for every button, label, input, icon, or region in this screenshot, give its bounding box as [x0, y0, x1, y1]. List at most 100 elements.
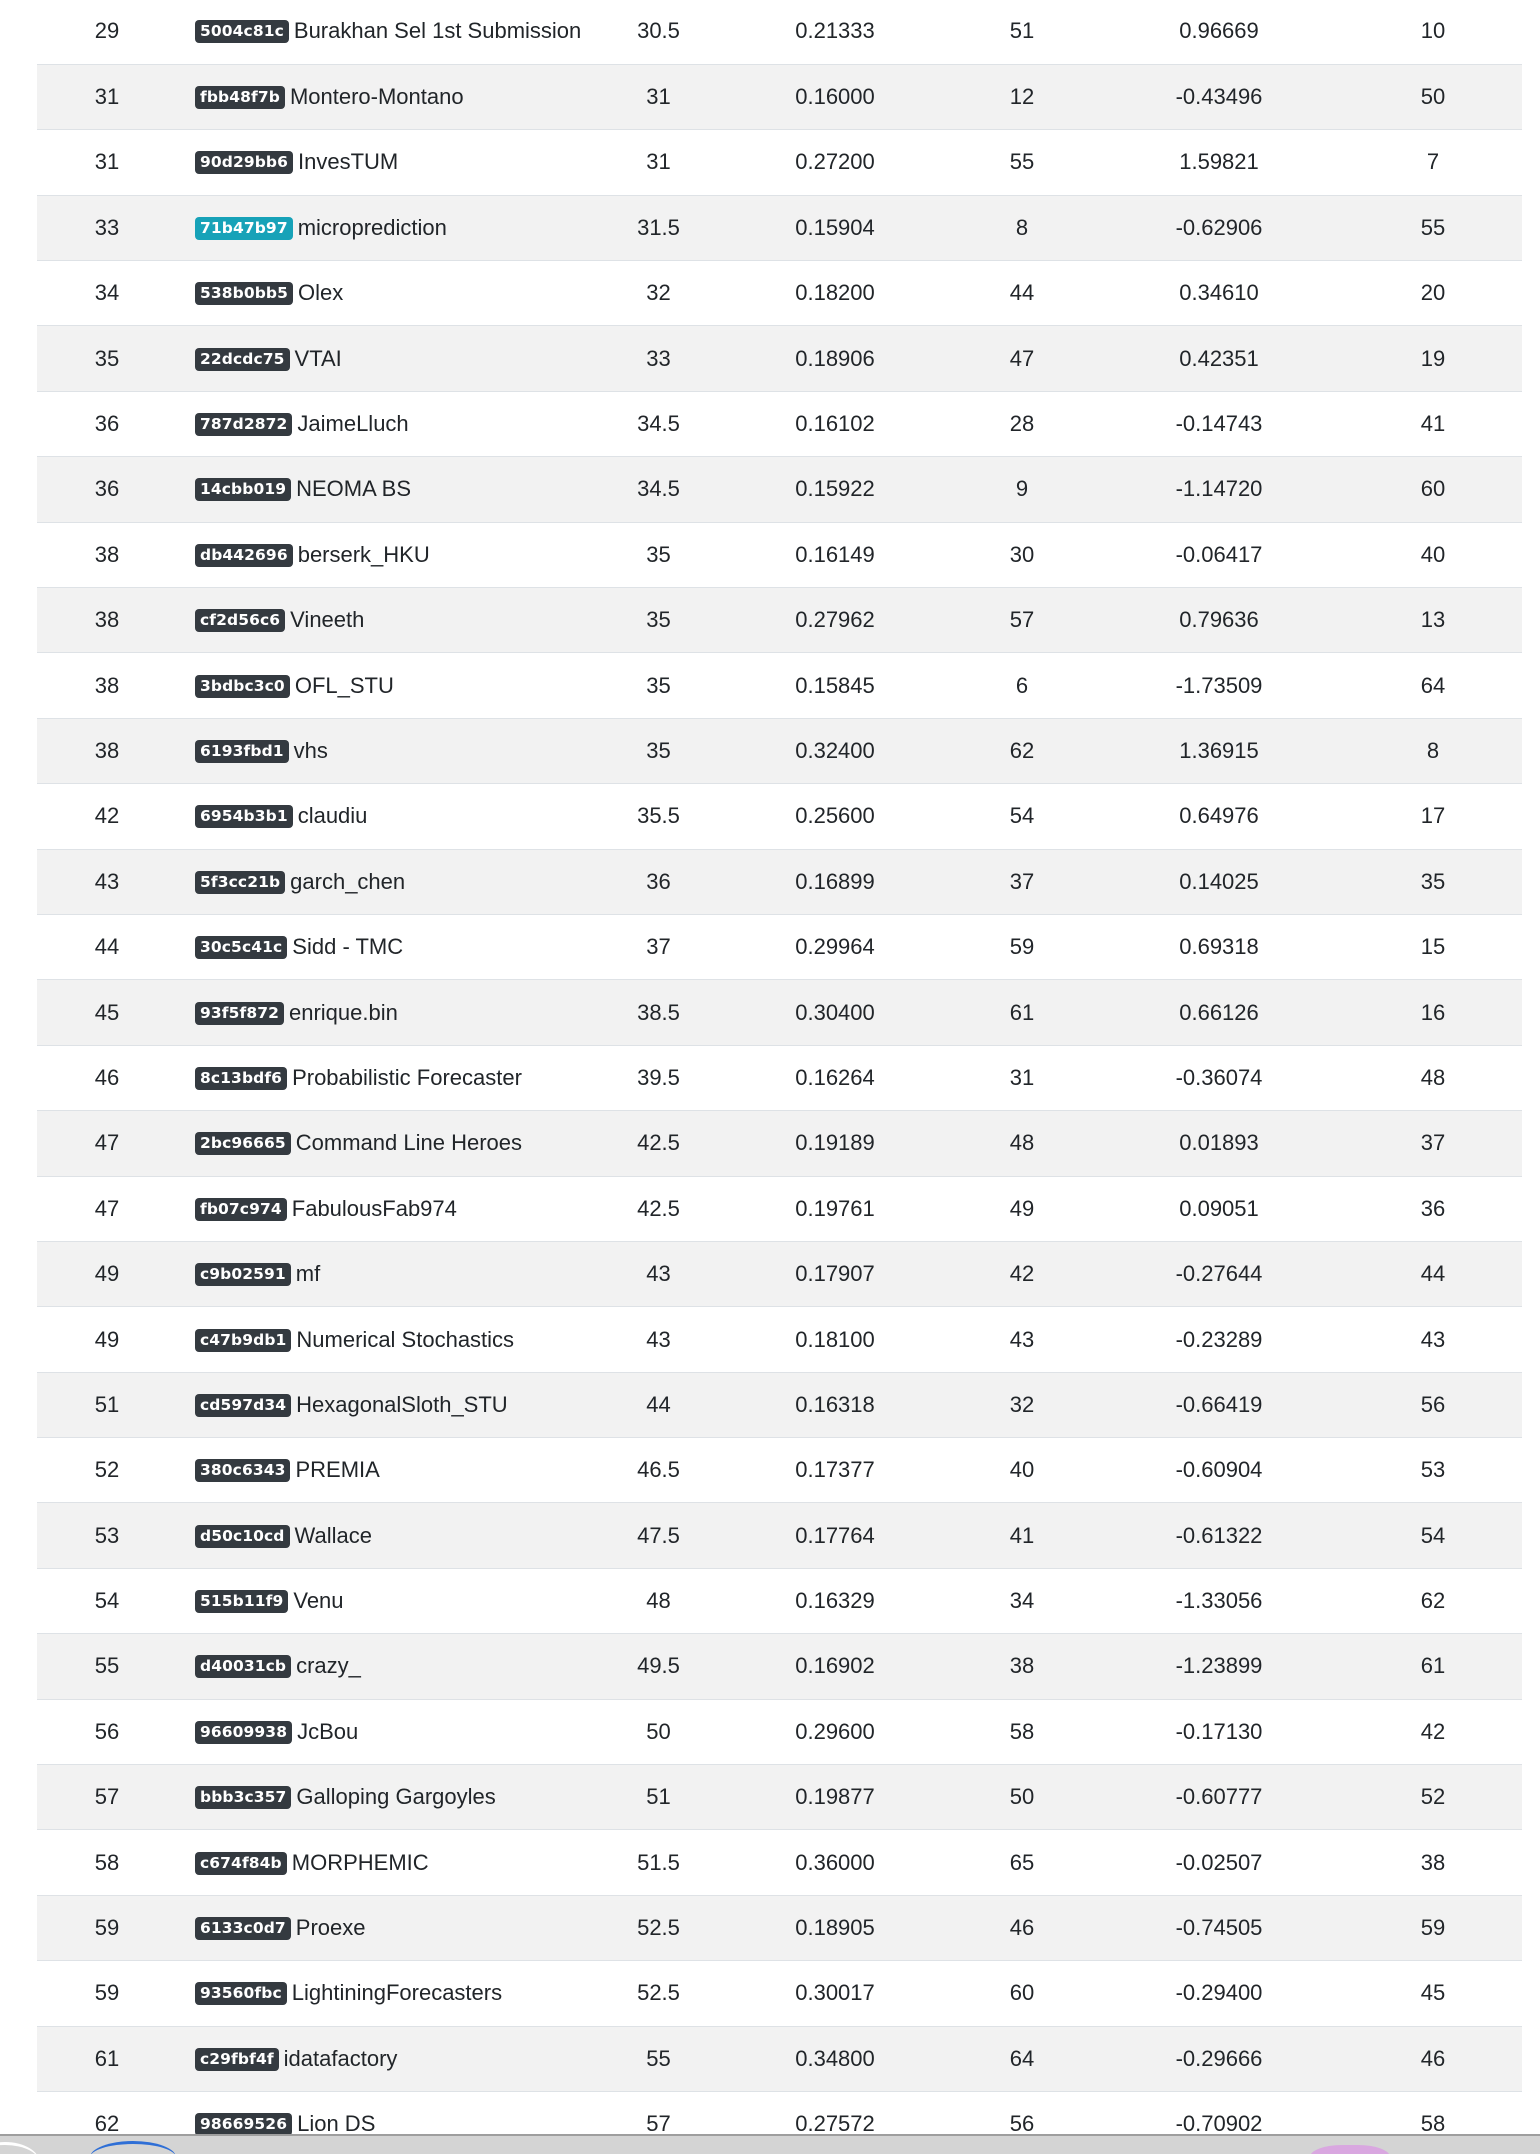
ir-rank-cell: 42 [1420, 1718, 1446, 1744]
score-cell: 35 [646, 672, 671, 698]
team-id-badge: c674f84b [195, 1851, 287, 1875]
team-name: mf [295, 1261, 321, 1287]
rank-cell: 31 [94, 84, 120, 110]
table-row: 31 90d29bb6 InvesTUM 31 0.27200 55 1.5982… [37, 130, 1522, 196]
team-id-badge: 96609938 [195, 1720, 293, 1744]
team-name: Venu [293, 1588, 344, 1614]
team-cell: 30c5c41c Sidd - TMC [177, 914, 597, 979]
crps-cell: 0.17377 [795, 1457, 875, 1483]
ir-rank-cell: 55 [1420, 214, 1446, 240]
crps-cell: 0.29600 [795, 1718, 875, 1744]
rank-cell: 31 [94, 149, 120, 175]
ir-cell: -0.62906 [1175, 214, 1263, 240]
team-cell: c47b9db1 Numerical Stochastics [177, 1307, 597, 1372]
dock-corner-shape [0, 2142, 40, 2154]
table-row: 44 30c5c41c Sidd - TMC 37 0.29964 59 0.69… [37, 914, 1522, 980]
table-row: 62 98669526 Lion DS 57 0.27572 56 -0.7090… [37, 2092, 1522, 2154]
team-cell: 93560fbc LightiningForecasters [177, 1961, 597, 2026]
team-name: microprediction [297, 214, 447, 240]
score-cell: 35.5 [637, 803, 680, 829]
crps-cell: 0.34800 [795, 2045, 875, 2071]
leaderboard-table: 29 5004c81c Burakhan Sel 1st Submission 3… [37, 0, 1522, 2154]
team-id-badge: 22dcdc75 [195, 347, 290, 371]
ir-cell: -1.23899 [1175, 1653, 1263, 1679]
ir-cell: -0.06417 [1175, 541, 1263, 567]
crps-cell: 0.29964 [795, 934, 875, 960]
team-id-badge: d40031cb [195, 1655, 292, 1679]
crps-cell: 0.16264 [795, 1064, 875, 1090]
table-row: 34 538b0bb5 Olex 32 0.18200 44 0.34610 20 [37, 261, 1522, 326]
score-cell: 31 [646, 149, 671, 175]
crps-cell: 0.17907 [795, 1261, 875, 1287]
team-cell: 6193fbd1 vhs [177, 718, 597, 783]
crps-cell: 0.30400 [795, 999, 875, 1025]
rank-cell: 44 [94, 934, 120, 960]
team-cell: 380c6343 PREMIA [177, 1438, 597, 1503]
ir-cell: -0.61322 [1175, 1522, 1263, 1548]
score-cell: 52.5 [637, 1980, 680, 2006]
ir-rank-cell: 38 [1420, 1849, 1446, 1875]
ir-rank-cell: 58 [1420, 2111, 1446, 2137]
table-row: 47 fb07c974 FabulousFab974 42.5 0.19761 4… [37, 1176, 1522, 1242]
team-name: Wallace [294, 1522, 372, 1548]
crps-rank-cell: 59 [1009, 934, 1035, 960]
dock-app-icon[interactable] [1310, 2145, 1390, 2154]
rank-cell: 57 [94, 1784, 120, 1810]
crps-cell: 0.25600 [795, 803, 875, 829]
score-cell: 34.5 [637, 411, 680, 437]
team-cell: 2bc96665 Command Line Heroes [177, 1111, 597, 1176]
team-cell: fb07c974 FabulousFab974 [177, 1176, 597, 1241]
team-cell: 787d2872 JaimeLluch [177, 391, 597, 456]
rank-cell: 34 [94, 280, 120, 306]
ir-cell: -1.14720 [1175, 476, 1263, 502]
crps-cell: 0.32400 [795, 737, 875, 763]
ir-cell: -0.02507 [1175, 1849, 1263, 1875]
crps-rank-cell: 61 [1009, 999, 1035, 1025]
crps-cell: 0.16000 [795, 84, 875, 110]
ir-rank-cell: 48 [1420, 1064, 1446, 1090]
crps-rank-cell: 34 [1009, 1588, 1035, 1614]
ir-rank-cell: 64 [1420, 672, 1446, 698]
score-cell: 34.5 [637, 476, 680, 502]
score-cell: 49.5 [637, 1653, 680, 1679]
team-cell: 90d29bb6 InvesTUM [177, 130, 597, 195]
crps-cell: 0.16149 [795, 541, 875, 567]
crps-cell: 0.27962 [795, 607, 875, 633]
team-id-badge: 5f3cc21b [195, 870, 286, 894]
rank-cell: 35 [94, 345, 120, 371]
crps-cell: 0.16318 [795, 1391, 875, 1417]
table-row: 35 22dcdc75 VTAI 33 0.18906 47 0.42351 19 [37, 325, 1522, 392]
crps-cell: 0.27200 [795, 149, 875, 175]
crps-rank-cell: 42 [1009, 1261, 1035, 1287]
team-id-badge: 8c13bdf6 [195, 1066, 288, 1090]
rank-cell: 45 [94, 999, 120, 1025]
crps-rank-cell: 49 [1009, 1195, 1035, 1221]
team-cell: 6954b3b1 claudiu [177, 784, 597, 849]
rank-cell: 58 [94, 1849, 120, 1875]
team-id-badge: 98669526 [195, 2113, 293, 2137]
crps-cell: 0.30017 [795, 1980, 875, 2006]
team-cell: 96609938 JcBou [177, 1699, 597, 1764]
team-cell: 98669526 Lion DS [177, 2092, 597, 2154]
team-id-badge: 6193fbd1 [195, 739, 289, 763]
table-row: 59 6133c0d7 Proexe 52.5 0.18905 46 -0.745… [37, 1895, 1522, 1961]
team-id-badge: db442696 [195, 543, 293, 567]
rank-cell: 29 [94, 18, 120, 44]
team-name: Sidd - TMC [292, 934, 404, 960]
dock-app-icon[interactable] [90, 2141, 176, 2154]
team-id-badge: d50c10cd [195, 1524, 290, 1548]
ir-cell: 0.34610 [1179, 280, 1259, 306]
ir-cell: -0.66419 [1175, 1391, 1263, 1417]
rank-cell: 38 [94, 737, 120, 763]
ir-cell: -0.17130 [1175, 1718, 1263, 1744]
ir-rank-cell: 52 [1420, 1784, 1446, 1810]
rank-cell: 59 [94, 1915, 120, 1941]
crps-rank-cell: 46 [1009, 1915, 1035, 1941]
crps-cell: 0.16329 [795, 1588, 875, 1614]
crps-cell: 0.16102 [795, 411, 875, 437]
ir-cell: -0.36074 [1175, 1064, 1263, 1090]
score-cell: 51 [646, 1784, 671, 1810]
score-cell: 35 [646, 541, 671, 567]
score-cell: 32 [646, 280, 671, 306]
